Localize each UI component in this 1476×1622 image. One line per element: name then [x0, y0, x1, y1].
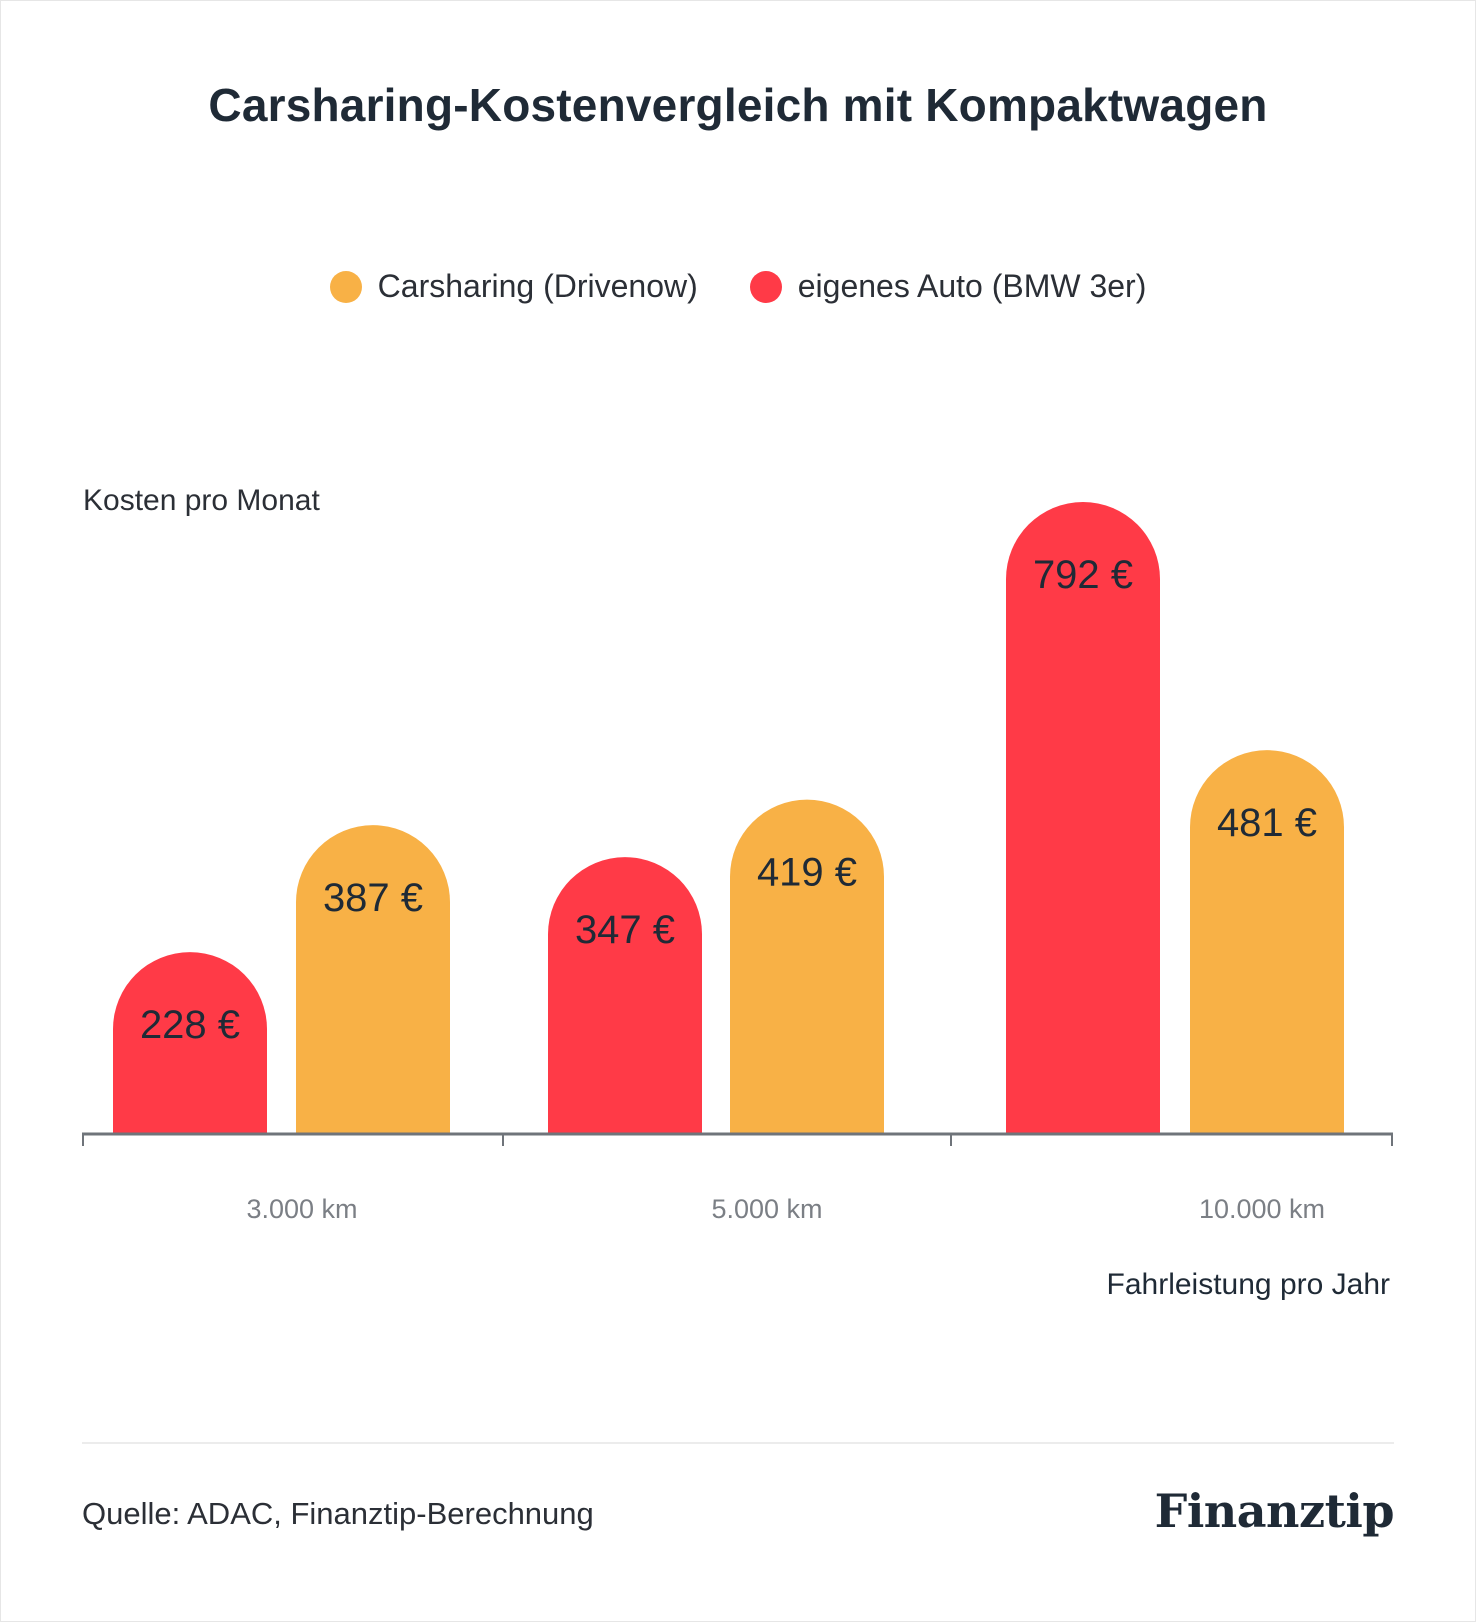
eigenes-auto-3-value-label: 792 €: [1033, 553, 1133, 597]
carsharing-2-value-label: 419 €: [757, 851, 857, 895]
eigenes-auto-1-bar: [113, 952, 267, 1134]
legend-label-eigenes-auto: eigenes Auto (BMW 3er): [797, 268, 1147, 304]
carsharing-2-bar: [730, 799, 884, 1134]
finanztip-logo: Finanztip: [1154, 1484, 1395, 1538]
carsharing-1-bar: [296, 825, 450, 1134]
legend-swatch-eigenes-auto: [749, 270, 782, 303]
footer-divider: [82, 1442, 1394, 1444]
eigenes-auto-2-value-label: 347 €: [575, 908, 675, 952]
legend-swatch-carsharing: [329, 270, 362, 303]
eigenes-auto-2-bar: [548, 857, 702, 1134]
source-note: Quelle: ADAC, Finanztip-Berechnung: [82, 1496, 594, 1531]
chart-title: Carsharing-Kostenvergleich mit Kompaktwa…: [208, 79, 1268, 131]
y-axis-label: Kosten pro Monat: [83, 484, 320, 517]
eigenes-auto-3-bar: [1006, 502, 1160, 1134]
carsharing-1-value-label: 387 €: [323, 876, 423, 920]
legend-item-eigenes-auto: eigenes Auto (BMW 3er): [749, 268, 1147, 305]
x-axis-label: Fahrleistung pro Jahr: [1106, 1268, 1390, 1301]
legend: Carsharing (Drivenow) eigenes Auto (BMW …: [0, 268, 1476, 305]
x-tick-label-3: 10.000 km: [1199, 1194, 1325, 1224]
eigenes-auto-1-value-label: 228 €: [140, 1003, 240, 1047]
carsharing-3-value-label: 481 €: [1217, 801, 1317, 845]
carsharing-3-bar: [1190, 750, 1344, 1134]
x-tick-label-2: 5.000 km: [711, 1194, 822, 1224]
x-tick-label-1: 3.000 km: [246, 1194, 357, 1224]
bar-chart: 228 € 387 € 3.000 km 347 € 419 € 5.000 km 792 …: [82, 502, 1393, 1224]
legend-label-carsharing: Carsharing (Drivenow): [377, 268, 698, 304]
legend-item-carsharing: Carsharing (Drivenow): [329, 268, 698, 305]
